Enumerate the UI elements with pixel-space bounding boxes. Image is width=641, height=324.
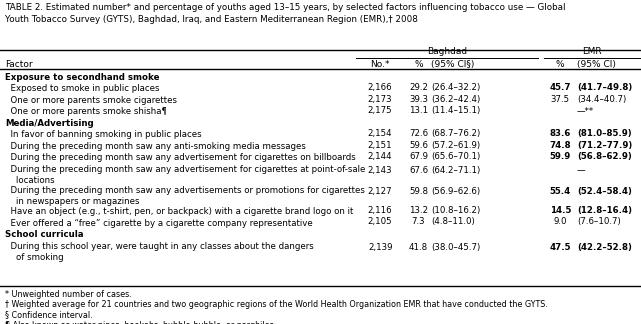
Text: During the preceding month saw any advertisement for cigarettes on billboards: During the preceding month saw any adver… [5,153,356,162]
Text: (12.8–16.4): (12.8–16.4) [577,206,632,215]
Text: 47.5: 47.5 [549,243,571,252]
Text: (10.8–16.2): (10.8–16.2) [431,206,480,215]
Text: 45.7: 45.7 [549,83,571,92]
Text: 74.8: 74.8 [549,141,571,150]
Text: —: — [577,166,585,175]
Text: (95% CI): (95% CI) [577,60,616,69]
Text: During the preceding month saw any advertisement for cigarettes at point-of-sale: During the preceding month saw any adver… [5,165,365,174]
Text: Baghdad: Baghdad [427,47,467,56]
Text: No.*: No.* [370,60,390,69]
Text: 2,139: 2,139 [368,243,392,252]
Text: 67.6: 67.6 [409,166,428,175]
Text: (71.2–77.9): (71.2–77.9) [577,141,632,150]
Text: During the preceding month saw any advertisements or promotions for cigarettes: During the preceding month saw any adver… [5,186,365,195]
Text: 2,105: 2,105 [368,217,392,226]
Text: 9.0: 9.0 [553,217,567,226]
Text: (65.6–70.1): (65.6–70.1) [431,152,480,161]
Text: 2,127: 2,127 [368,187,392,196]
Text: TABLE 2. Estimated number* and percentage of youths aged 13–15 years, by selecte: TABLE 2. Estimated number* and percentag… [5,3,565,12]
Text: 67.9: 67.9 [409,152,428,161]
Text: 2,151: 2,151 [368,141,392,150]
Text: 59.8: 59.8 [409,187,428,196]
Text: 59.9: 59.9 [549,152,571,161]
Text: School curricula: School curricula [5,230,83,239]
Text: (57.2–61.9): (57.2–61.9) [431,141,480,150]
Text: 72.6: 72.6 [409,129,428,138]
Text: In favor of banning smoking in public places: In favor of banning smoking in public pl… [5,130,202,139]
Text: One or more parents smoke cigarettes: One or more parents smoke cigarettes [5,96,177,105]
Text: During this school year, were taught in any classes about the dangers: During this school year, were taught in … [5,241,314,250]
Text: 59.6: 59.6 [409,141,428,150]
Text: (64.2–71.1): (64.2–71.1) [431,166,480,175]
Text: 7.3: 7.3 [412,217,426,226]
Text: 2,116: 2,116 [368,206,392,215]
Text: (41.7–49.8): (41.7–49.8) [577,83,632,92]
Text: 13.2: 13.2 [409,206,428,215]
Text: Exposed to smoke in public places: Exposed to smoke in public places [5,84,160,93]
Text: —**: —** [577,106,594,115]
Text: (52.4–58.4): (52.4–58.4) [577,187,632,196]
Text: 2,154: 2,154 [368,129,392,138]
Text: One or more parents smoke shisha¶: One or more parents smoke shisha¶ [5,108,167,116]
Text: %: % [556,60,565,69]
Text: 2,144: 2,144 [368,152,392,161]
Text: (7.6–10.7): (7.6–10.7) [577,217,620,226]
Text: (42.2–52.8): (42.2–52.8) [577,243,632,252]
Text: * Unweighted number of cases.: * Unweighted number of cases. [5,290,132,299]
Text: Exposure to secondhand smoke: Exposure to secondhand smoke [5,73,160,82]
Text: (26.4–32.2): (26.4–32.2) [431,83,480,92]
Text: 2,175: 2,175 [368,106,392,115]
Text: 2,173: 2,173 [368,95,392,104]
Text: 29.2: 29.2 [409,83,428,92]
Text: of smoking: of smoking [5,253,63,262]
Text: in newspapers or magazines: in newspapers or magazines [5,197,140,206]
Text: (95% CI§): (95% CI§) [431,60,474,69]
Text: ¶ Also known as water pipes, hookahs, hubble-bubble, or narghiles.: ¶ Also known as water pipes, hookahs, hu… [5,321,276,324]
Text: (81.0–85.9): (81.0–85.9) [577,129,631,138]
Text: (68.7–76.2): (68.7–76.2) [431,129,480,138]
Text: locations: locations [5,176,54,185]
Text: 2,143: 2,143 [368,166,392,175]
Text: %: % [414,60,423,69]
Text: † Weighted average for 21 countries and two geographic regions of the World Heal: † Weighted average for 21 countries and … [5,300,548,309]
Text: Media/Advertising: Media/Advertising [5,119,94,128]
Text: (11.4–15.1): (11.4–15.1) [431,106,480,115]
Text: 14.5: 14.5 [549,206,571,215]
Text: 39.3: 39.3 [409,95,428,104]
Text: (38.0–45.7): (38.0–45.7) [431,243,480,252]
Text: Factor: Factor [5,60,33,69]
Text: EMR: EMR [582,47,601,56]
Text: 2,166: 2,166 [368,83,392,92]
Text: During the preceding month saw any anti-smoking media messages: During the preceding month saw any anti-… [5,142,306,151]
Text: Youth Tobacco Survey (GYTS), Baghdad, Iraq, and Eastern Mediterranean Region (EM: Youth Tobacco Survey (GYTS), Baghdad, Ir… [5,15,418,24]
Text: 37.5: 37.5 [551,95,570,104]
Text: Ever offered a “free” cigarette by a cigarette company representative: Ever offered a “free” cigarette by a cig… [5,218,313,227]
Text: (56.8–62.9): (56.8–62.9) [577,152,631,161]
Text: (34.4–40.7): (34.4–40.7) [577,95,626,104]
Text: 13.1: 13.1 [409,106,428,115]
Text: (56.9–62.6): (56.9–62.6) [431,187,480,196]
Text: Have an object (e.g., t-shirt, pen, or backpack) with a cigarette brand logo on : Have an object (e.g., t-shirt, pen, or b… [5,207,353,216]
Text: (36.2–42.4): (36.2–42.4) [431,95,480,104]
Text: 41.8: 41.8 [409,243,428,252]
Text: 83.6: 83.6 [549,129,571,138]
Text: (4.8–11.0): (4.8–11.0) [431,217,474,226]
Text: 55.4: 55.4 [549,187,571,196]
Text: § Confidence interval.: § Confidence interval. [5,310,93,319]
